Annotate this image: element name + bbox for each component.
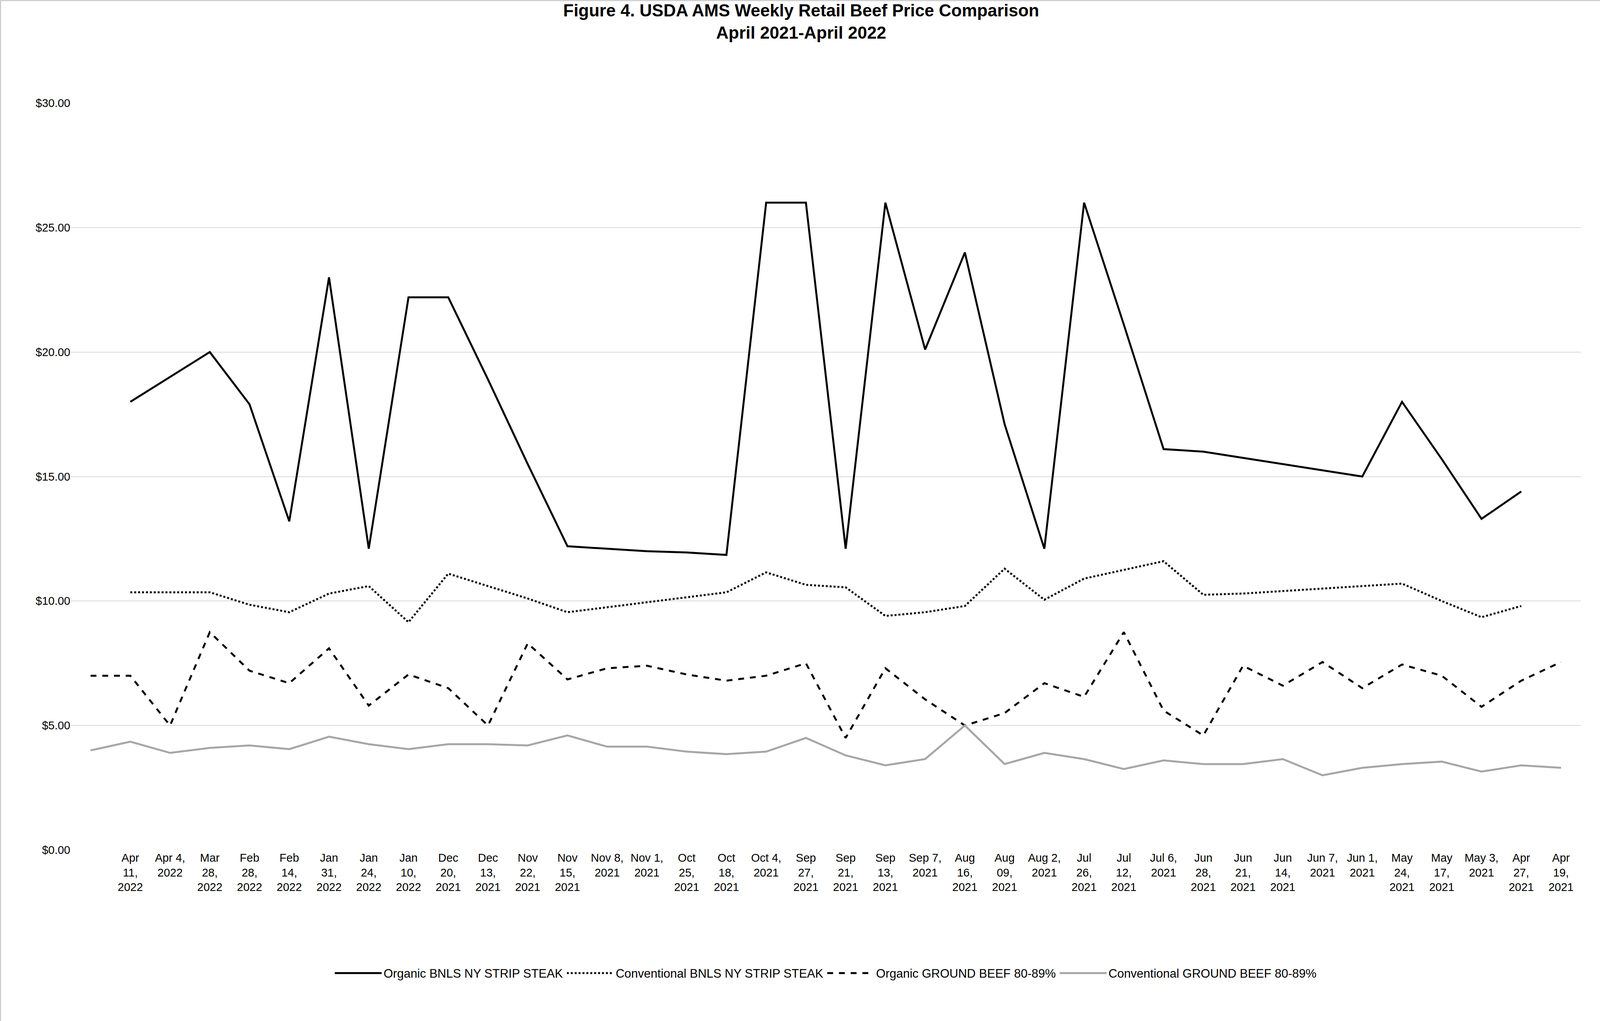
svg-text:Conventional BNLS NY STRIP STE: Conventional BNLS NY STRIP STEAK bbox=[615, 967, 824, 981]
svg-text:Sep27,2021: Sep27,2021 bbox=[793, 851, 819, 894]
svg-text:$20.00: $20.00 bbox=[35, 346, 71, 359]
svg-text:Oct18,2021: Oct18,2021 bbox=[713, 851, 740, 894]
svg-text:Aug 2,2021: Aug 2,2021 bbox=[1028, 851, 1061, 880]
svg-text:$30.00: $30.00 bbox=[35, 96, 71, 110]
svg-text:$25.00: $25.00 bbox=[35, 221, 71, 234]
svg-text:Jun 7,2021: Jun 7,2021 bbox=[1307, 851, 1338, 880]
svg-text:Jul12,2021: Jul12,2021 bbox=[1111, 851, 1137, 894]
svg-text:Sep 7,2021: Sep 7,2021 bbox=[908, 851, 942, 880]
svg-text:Mar28,2022: Mar28,2022 bbox=[197, 851, 223, 894]
svg-text:Jun28,2021: Jun28,2021 bbox=[1190, 851, 1217, 894]
svg-text:Dec20,2021: Dec20,2021 bbox=[435, 851, 461, 894]
svg-text:Nov15,2021: Nov15,2021 bbox=[554, 851, 581, 894]
svg-text:Oct25,2021: Oct25,2021 bbox=[674, 851, 700, 894]
svg-text:May24,2021: May24,2021 bbox=[1389, 851, 1415, 894]
svg-text:Conventional GROUND BEEF 80-89: Conventional GROUND BEEF 80-89% bbox=[1108, 967, 1317, 981]
svg-text:$15.00: $15.00 bbox=[35, 470, 71, 484]
svg-text:Aug09,2021: Aug09,2021 bbox=[992, 851, 1018, 894]
svg-text:Jan31,2022: Jan31,2022 bbox=[316, 851, 342, 894]
svg-text:Jan10,2022: Jan10,2022 bbox=[396, 851, 422, 894]
svg-text:Jun 1,2021: Jun 1,2021 bbox=[1346, 851, 1378, 880]
svg-text:Jun14,2021: Jun14,2021 bbox=[1270, 851, 1296, 894]
svg-text:Jul26,2021: Jul26,2021 bbox=[1071, 851, 1097, 894]
svg-text:$5.00: $5.00 bbox=[41, 719, 71, 733]
svg-text:Organic GROUND BEEF 80-89%: Organic GROUND BEEF 80-89% bbox=[876, 967, 1056, 981]
svg-text:Organic BNLS NY STRIP STEAK: Organic BNLS NY STRIP STEAK bbox=[383, 967, 563, 981]
svg-text:Apr27,2021: Apr27,2021 bbox=[1508, 851, 1534, 894]
svg-text:$10.00: $10.00 bbox=[35, 594, 71, 608]
svg-text:Apr 4,2022: Apr 4,2022 bbox=[155, 851, 186, 880]
svg-text:Oct 4,2021: Oct 4,2021 bbox=[751, 851, 782, 880]
svg-text:Nov22,2021: Nov22,2021 bbox=[515, 851, 541, 894]
svg-text:Sep13,2021: Sep13,2021 bbox=[872, 851, 899, 894]
svg-text:Aug16,2021: Aug16,2021 bbox=[952, 851, 978, 894]
svg-text:Jan24,2022: Jan24,2022 bbox=[356, 851, 382, 894]
svg-text:$0.00: $0.00 bbox=[41, 844, 71, 857]
svg-text:Jul 6,2021: Jul 6,2021 bbox=[1150, 851, 1177, 880]
svg-text:Feb28,2022: Feb28,2022 bbox=[237, 851, 263, 894]
svg-text:Figure 4. USDA AMS Weekly Reta: Figure 4. USDA AMS Weekly Retail Beef Pr… bbox=[563, 1, 1040, 43]
svg-text:May 3,2021: May 3,2021 bbox=[1464, 851, 1499, 880]
svg-text:Dec13,2021: Dec13,2021 bbox=[475, 851, 501, 894]
svg-text:Apr19,2021: Apr19,2021 bbox=[1548, 851, 1574, 894]
svg-text:Feb14,2022: Feb14,2022 bbox=[276, 851, 302, 894]
svg-text:Sep21,2021: Sep21,2021 bbox=[833, 851, 859, 894]
svg-text:Jun21,2021: Jun21,2021 bbox=[1230, 851, 1256, 894]
svg-text:Nov 8,2021: Nov 8,2021 bbox=[591, 851, 624, 880]
svg-text:Nov 1,2021: Nov 1,2021 bbox=[630, 851, 664, 880]
svg-text:Apr11,2022: Apr11,2022 bbox=[117, 851, 143, 894]
svg-text:May17,2021: May17,2021 bbox=[1429, 851, 1455, 894]
